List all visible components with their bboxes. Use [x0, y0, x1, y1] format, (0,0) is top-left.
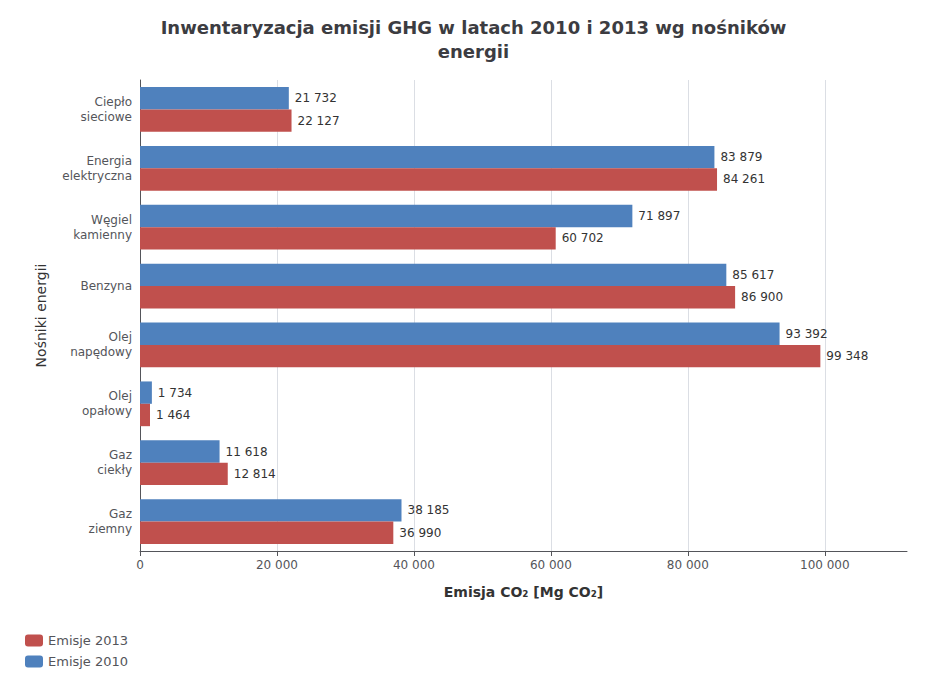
svg-text:Emisja CO₂ [Mg CO₂]: Emisja CO₂ [Mg CO₂] [444, 584, 604, 600]
svg-text:60 702: 60 702 [562, 231, 604, 245]
svg-text:Nośniki energii: Nośniki energii [33, 264, 49, 368]
svg-text:36 990: 36 990 [399, 526, 441, 540]
svg-text:Olej: Olej [109, 330, 133, 344]
svg-text:83 879: 83 879 [720, 150, 762, 164]
svg-text:kamienny: kamienny [73, 228, 132, 242]
svg-text:20 000: 20 000 [256, 558, 298, 572]
svg-text:elektryczna: elektryczna [62, 169, 132, 183]
svg-text:Benzyna: Benzyna [80, 279, 132, 293]
svg-text:Gaz: Gaz [109, 448, 132, 462]
svg-text:85 617: 85 617 [732, 268, 774, 282]
svg-text:1 734: 1 734 [158, 386, 192, 400]
svg-text:Ciepło: Ciepło [95, 95, 132, 109]
svg-text:100 000: 100 000 [800, 558, 850, 572]
svg-text:Energia: Energia [86, 154, 132, 168]
svg-text:38 185: 38 185 [407, 503, 449, 517]
svg-text:86 900: 86 900 [741, 290, 783, 304]
svg-text:71 897: 71 897 [638, 209, 680, 223]
svg-text:40 000: 40 000 [393, 558, 435, 572]
svg-text:80 000: 80 000 [667, 558, 709, 572]
svg-text:napędowy: napędowy [70, 345, 132, 359]
svg-text:Emisje 2013: Emisje 2013 [48, 633, 128, 648]
svg-text:60 000: 60 000 [530, 558, 572, 572]
svg-text:opałowy: opałowy [82, 404, 132, 418]
svg-text:12 814: 12 814 [234, 467, 276, 481]
svg-text:84 261: 84 261 [723, 172, 765, 186]
svg-text:ziemny: ziemny [89, 522, 132, 536]
svg-text:21 732: 21 732 [295, 91, 337, 105]
svg-text:1 464: 1 464 [156, 408, 190, 422]
svg-text:sieciowe: sieciowe [81, 110, 132, 124]
svg-text:Olej: Olej [109, 389, 133, 403]
svg-text:energii: energii [438, 41, 509, 62]
svg-text:99 348: 99 348 [826, 349, 868, 363]
svg-text:11 618: 11 618 [226, 445, 268, 459]
svg-text:22 127: 22 127 [298, 114, 340, 128]
svg-text:Gaz: Gaz [109, 507, 132, 521]
svg-text:Węgiel: Węgiel [91, 213, 132, 227]
svg-text:0: 0 [136, 558, 144, 572]
svg-text:Inwentaryzacja emisji GHG w la: Inwentaryzacja emisji GHG w latach 2010 … [161, 17, 787, 38]
svg-text:ciekły: ciekły [97, 463, 132, 477]
svg-text:Emisje 2010: Emisje 2010 [48, 654, 128, 669]
svg-text:93 392: 93 392 [786, 327, 828, 341]
